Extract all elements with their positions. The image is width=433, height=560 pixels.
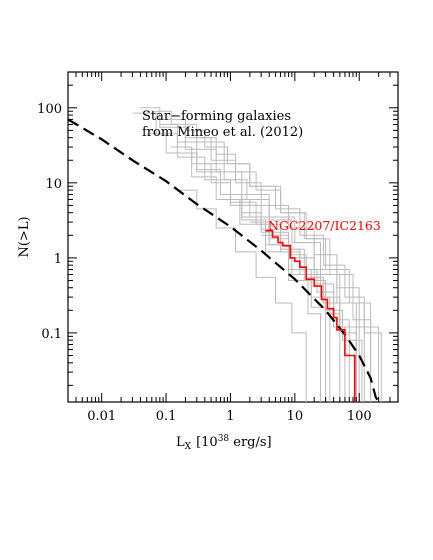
- background-series-7: [146, 133, 321, 402]
- y-tick-label: 0.1: [41, 327, 62, 342]
- y-axis-label: N(>L): [17, 216, 32, 257]
- x-tick-label: 1: [226, 409, 234, 424]
- x-tick-label: 100: [347, 409, 372, 424]
- model-curve: [67, 118, 380, 403]
- highlight-series: [265, 229, 356, 402]
- background-series-15: [249, 221, 363, 402]
- plot-frame: [67, 71, 399, 403]
- background-series-12: [179, 189, 307, 402]
- y-tick-labels: 0.1 1 10 100: [37, 102, 62, 342]
- background-series-14: [241, 212, 350, 402]
- x-axis-label-main: L: [176, 435, 185, 450]
- x-tick-label: 0.1: [156, 409, 177, 424]
- background-series-3: [132, 112, 346, 402]
- annotation-line-1: Star−forming galaxies: [142, 109, 291, 124]
- x-tick-label: 0.01: [87, 409, 116, 424]
- x-axis-label-exp: 38: [218, 434, 230, 444]
- background-series-11: [204, 163, 357, 402]
- x-axis-label: LX [1038 erg/s]: [176, 434, 272, 452]
- background-series-5: [159, 123, 327, 402]
- y-tick-label: 1: [54, 252, 62, 267]
- annotation-line-2: from Mineo et al. (2012): [142, 125, 303, 140]
- ticks-group: [67, 71, 399, 402]
- x-axis-label-sub: X: [185, 442, 192, 452]
- highlight-label: NGC2207/IC2163: [268, 218, 381, 233]
- y-tick-label: 100: [37, 102, 62, 117]
- y-tick-label: 10: [45, 177, 62, 192]
- background-series-2: [151, 110, 372, 402]
- background-series-group: [132, 107, 382, 402]
- x-axis-label-units: [10: [196, 435, 218, 450]
- plot-area: [67, 71, 399, 403]
- background-series-6: [185, 129, 382, 402]
- x-tick-labels: 0.01 0.1 1 10 100: [87, 409, 371, 424]
- x-axis-label-tail: erg/s]: [229, 435, 272, 450]
- x-tick-label: 10: [287, 409, 304, 424]
- background-series-4: [166, 118, 380, 402]
